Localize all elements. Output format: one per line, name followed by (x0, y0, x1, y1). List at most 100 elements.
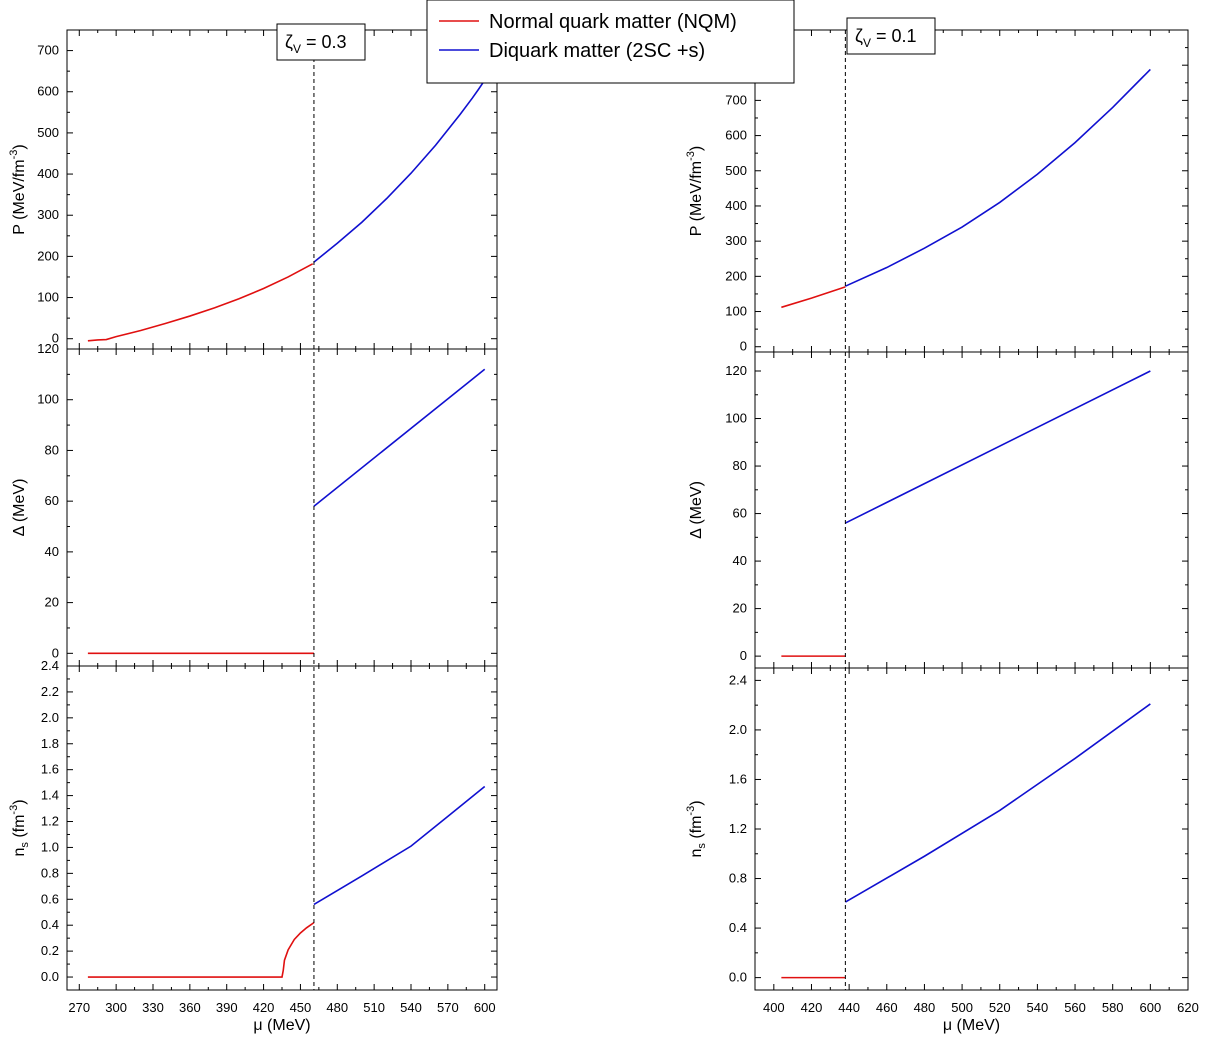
y-tick-label: 80 (733, 458, 747, 473)
legend-label: Diquark matter (2SC +s) (489, 40, 705, 62)
x-tick-label: 620 (1177, 1000, 1199, 1015)
y-tick-label: 120 (725, 363, 747, 378)
y-tick-label: 600 (725, 128, 747, 143)
y-tick-label: 0 (740, 648, 747, 663)
y-tick-label: 0.4 (729, 920, 747, 935)
y-tick-label: 0 (52, 331, 59, 346)
x-tick-label: 400 (763, 1000, 785, 1015)
y-tick-label: 700 (725, 92, 747, 107)
x-tick-label: 360 (179, 1000, 201, 1015)
zeta-annotation-box (846, 17, 936, 55)
x-tick-label: 440 (838, 1000, 860, 1015)
y-axis-label: P (MeV/fm-3) (685, 146, 705, 236)
y-tick-label: 40 (733, 553, 747, 568)
y-tick-label: 0.6 (41, 891, 59, 906)
y-axis-label: ns (fm-3) (685, 800, 708, 857)
x-tick-label: 540 (400, 1000, 422, 1015)
y-tick-label: 100 (37, 290, 59, 305)
y-axis-label: Δ (MeV) (688, 481, 705, 539)
zeta-annotation: ζV = 0.1 (855, 26, 917, 50)
x-tick-label: 450 (290, 1000, 312, 1015)
x-tick-label: 330 (142, 1000, 164, 1015)
y-tick-label: 300 (725, 233, 747, 248)
chart-column-2: 0100200300400500600700800P (MeV/fm-3)020… (685, 17, 1199, 1034)
x-tick-label: 510 (363, 1000, 385, 1015)
y-tick-label: 80 (45, 442, 59, 457)
panel-strange_density: 400 420 440 460 480 500 520 540 560 580 600 620 0.0 0… (685, 667, 1199, 1015)
series-line-nqm (87, 263, 314, 342)
x-tick-label: 480 (914, 1000, 936, 1015)
y-tick-label: 100 (725, 304, 747, 319)
y-tick-label: 0.8 (729, 871, 747, 886)
series-line-nqm (781, 286, 846, 309)
x-tick-label: 600 (1139, 1000, 1161, 1015)
y-tick-label: 200 (725, 268, 747, 283)
x-tick-label: 420 (253, 1000, 275, 1015)
x-tick-label: 270 (68, 1000, 90, 1015)
series-line-2sc (844, 703, 1151, 903)
y-tick-label: 200 (37, 248, 59, 263)
y-tick-label: 60 (733, 506, 747, 521)
y-tick-label: 2.0 (729, 722, 747, 737)
x-tick-label: 480 (326, 1000, 348, 1015)
y-axis-label: ns (fm-3) (8, 799, 31, 856)
x-tick-label: 390 (216, 1000, 238, 1015)
y-tick-label: 300 (37, 207, 59, 222)
y-tick-label: 1.6 (41, 762, 59, 777)
series-line-2sc (313, 79, 486, 263)
x-tick-label: 580 (1102, 1000, 1124, 1015)
y-tick-label: 1.2 (41, 814, 59, 829)
y-tick-label: 100 (37, 392, 59, 407)
y-tick-label: 60 (45, 493, 59, 508)
y-tick-label: 2.0 (41, 710, 59, 725)
zeta-annotation: ζV = 0.3 (285, 32, 347, 56)
legend: Normal quark matter (NQM) Diquark matter … (426, 0, 795, 84)
x-tick-label: 560 (1064, 1000, 1086, 1015)
series-line-2sc (845, 370, 1151, 524)
y-tick-label: 2.2 (41, 684, 59, 699)
y-tick-label: 600 (37, 84, 59, 99)
y-tick-label: 700 (37, 43, 59, 58)
x-tick-label: 520 (989, 1000, 1011, 1015)
y-axis-label: P (MeV/fm-3) (8, 144, 28, 234)
zeta-annotation-box (276, 23, 366, 61)
y-tick-label: 1.8 (41, 736, 59, 751)
y-tick-label: 0.8 (41, 865, 59, 880)
y-tick-label: 2.4 (41, 658, 59, 673)
legend-label: Normal quark matter (NQM) (489, 11, 737, 33)
series-line-2sc (313, 785, 486, 906)
y-tick-label: 120 (37, 341, 59, 356)
x-tick-label: 300 (105, 1000, 127, 1015)
legend-box (426, 0, 795, 84)
y-tick-label: 100 (725, 411, 747, 426)
x-tick-label: 570 (437, 1000, 459, 1015)
panel-frame (754, 351, 1189, 669)
y-tick-label: 500 (37, 125, 59, 140)
x-tick-label: 540 (1027, 1000, 1049, 1015)
x-axis-label: μ (MeV) (253, 1017, 310, 1034)
y-tick-label: 1.6 (729, 771, 747, 786)
y-tick-label: 40 (45, 544, 59, 559)
x-tick-label: 460 (876, 1000, 898, 1015)
panel-gap: 0 20 40 60 80 100 120 Δ (MeV) (11, 341, 498, 667)
panel-frame (754, 29, 1189, 353)
y-tick-label: 0.0 (41, 969, 59, 984)
series-line-2sc (313, 368, 486, 507)
x-axis-label: μ (MeV) (943, 1017, 1000, 1034)
y-tick-label: 1.2 (729, 821, 747, 836)
panel-strange_density: 270 300 330 360 390 420 450 480 510 540 570 600 0.0 0… (8, 658, 498, 1015)
x-tick-label: 600 (474, 1000, 496, 1015)
y-tick-label: 20 (45, 595, 59, 610)
series-line-nqm (87, 921, 315, 978)
panel-gap: 0 20 40 60 80 100 120 Δ (MeV) (688, 351, 1189, 669)
panel-frame (754, 667, 1189, 991)
y-tick-label: 500 (725, 163, 747, 178)
chart-column-1: 0 100 200 300 400 500 600 700 P (MeV/fm-3) 0 20 40 6… (8, 23, 498, 1034)
y-axis-label: Δ (MeV) (11, 479, 28, 537)
y-tick-label: 1.4 (41, 788, 59, 803)
y-tick-label: 20 (733, 601, 747, 616)
y-tick-label: 0.2 (41, 943, 59, 958)
panel-frame (66, 348, 498, 667)
y-tick-label: 0 (740, 339, 747, 354)
y-tick-label: 0 (52, 645, 59, 660)
